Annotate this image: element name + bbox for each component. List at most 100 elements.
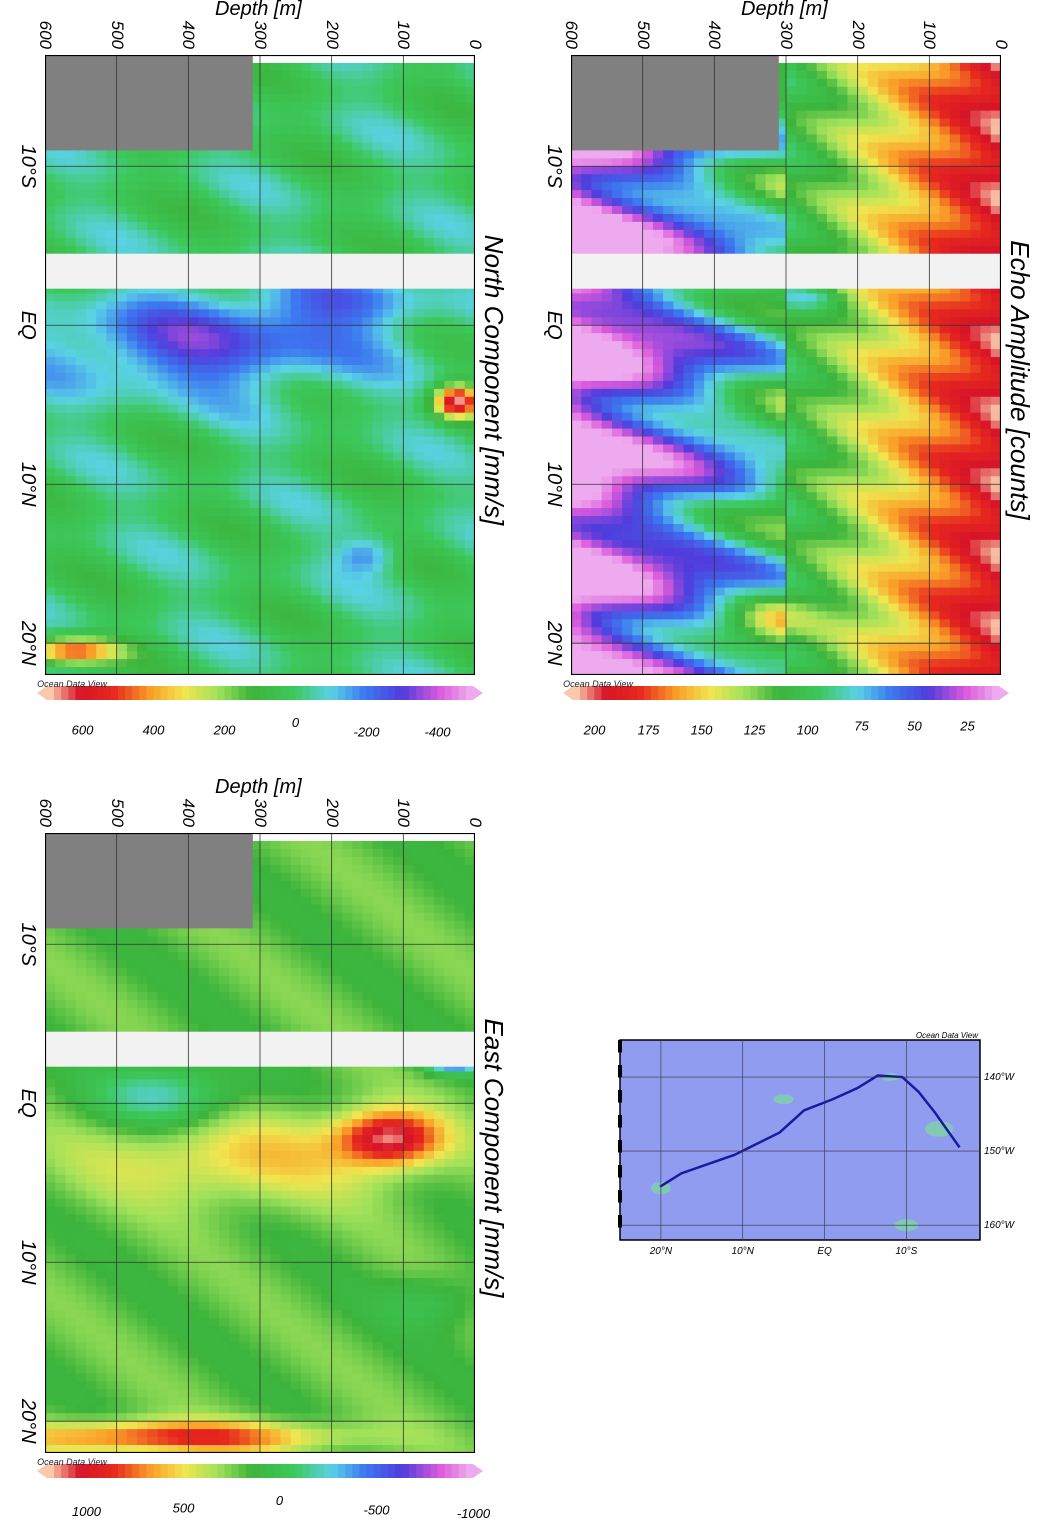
heatmap-cell	[444, 1008, 455, 1017]
heatmap-cell	[96, 1167, 107, 1176]
heatmap-cell	[249, 1079, 260, 1088]
heatmap-cell	[362, 1008, 373, 1017]
heatmap-cell	[454, 881, 465, 890]
heatmap-cell	[464, 1151, 475, 1160]
heatmap-cell	[65, 1143, 76, 1152]
heatmap-cell	[413, 976, 424, 985]
heatmap-cell	[188, 936, 199, 945]
heatmap-cell	[362, 1183, 373, 1192]
heatmap-cell	[188, 952, 199, 961]
heatmap-cell	[413, 1024, 424, 1033]
heatmap-cell	[362, 928, 373, 937]
heatmap-cell	[229, 1167, 240, 1176]
heatmap-cell	[454, 1207, 465, 1216]
heatmap-cell	[249, 1095, 260, 1104]
heatmap-cell	[300, 1175, 311, 1184]
heatmap-cell	[75, 968, 86, 977]
heatmap-cell	[106, 1183, 117, 1192]
heatmap-cell	[157, 1151, 168, 1160]
heatmap-cell	[177, 1135, 188, 1144]
heatmap-cell	[311, 944, 322, 953]
heatmap-cell	[454, 1008, 465, 1017]
heatmap-cell	[300, 1095, 311, 1104]
heatmap-cell	[280, 936, 291, 945]
heatmap-cell	[218, 1135, 229, 1144]
heatmap-cell	[96, 968, 107, 977]
heatmap-cell	[300, 1103, 311, 1112]
heatmap-cell	[290, 1103, 301, 1112]
heatmap-cell	[208, 1159, 219, 1168]
heatmap-cell	[239, 1016, 250, 1025]
heatmap-cell	[75, 1135, 86, 1144]
heatmap-cell	[280, 881, 291, 890]
heatmap-cell	[147, 1127, 158, 1136]
heatmap-cell	[362, 1207, 373, 1216]
heatmap-cell	[157, 968, 168, 977]
heatmap-cell	[444, 968, 455, 977]
heatmap-cell	[259, 944, 270, 953]
heatmap-cell	[157, 1071, 168, 1080]
heatmap-cell	[45, 1183, 55, 1192]
heatmap-cell	[300, 905, 311, 914]
heatmap-cell	[280, 1024, 291, 1033]
heatmap-cell	[147, 1135, 158, 1144]
heatmap-cell	[188, 1135, 199, 1144]
heatmap-cell	[65, 992, 76, 1001]
heatmap-cell	[321, 1095, 332, 1104]
heatmap-cell	[65, 1199, 76, 1208]
heatmap-cell	[55, 968, 66, 977]
heatmap-cell	[249, 1143, 260, 1152]
heatmap-cell	[311, 1071, 322, 1080]
heatmap-cell	[341, 976, 352, 985]
heatmap-cell	[116, 1103, 127, 1112]
heatmap-cell	[403, 1143, 414, 1152]
heatmap-cell	[433, 873, 444, 882]
heatmap-cell	[392, 1143, 403, 1152]
heatmap-cell	[157, 984, 168, 993]
heatmap-cell	[270, 849, 281, 858]
heatmap-cell	[454, 976, 465, 985]
heatmap-cell	[65, 1103, 76, 1112]
heatmap-cell	[280, 1159, 291, 1168]
heatmap-cell	[75, 992, 86, 1001]
heatmap-cell	[464, 1159, 475, 1168]
heatmap-cell	[300, 984, 311, 993]
heatmap-cell	[413, 944, 424, 953]
heatmap-cell	[249, 1111, 260, 1120]
heatmap-cell	[147, 1079, 158, 1088]
heatmap-cell	[280, 865, 291, 874]
heatmap-cell	[392, 1135, 403, 1144]
heatmap-cell	[96, 1159, 107, 1168]
heatmap-cell	[382, 865, 393, 874]
heatmap-cell	[229, 936, 240, 945]
heatmap-cell	[259, 881, 270, 890]
heatmap-cell	[239, 1071, 250, 1080]
heatmap-cell	[137, 1143, 148, 1152]
heatmap-cell	[55, 984, 66, 993]
heatmap-cell	[362, 1143, 373, 1152]
heatmap-cell	[116, 928, 127, 937]
heatmap-cell	[464, 897, 475, 906]
heatmap-cell	[362, 1024, 373, 1033]
heatmap-cell	[147, 968, 158, 977]
heatmap-cell	[300, 1159, 311, 1168]
heatmap-cell	[331, 1135, 342, 1144]
heatmap-cell	[331, 944, 342, 953]
heatmap-cell	[75, 952, 86, 961]
heatmap-cell	[300, 1199, 311, 1208]
heatmap-cell	[372, 912, 383, 921]
heatmap-cell	[423, 920, 434, 929]
heatmap-cell	[321, 1087, 332, 1096]
heatmap-cell	[433, 960, 444, 969]
heatmap-cell	[218, 1095, 229, 1104]
heatmap-cell	[444, 1183, 455, 1192]
heatmap-cell	[464, 857, 475, 866]
heatmap-cell	[45, 1199, 55, 1208]
heatmap-cell	[454, 1191, 465, 1200]
heatmap-cell	[218, 1127, 229, 1136]
heatmap-cell	[177, 1000, 188, 1009]
heatmap-cell	[321, 944, 332, 953]
heatmap-cell	[423, 1151, 434, 1160]
heatmap-cell	[137, 1071, 148, 1080]
heatmap-cell	[362, 1151, 373, 1160]
